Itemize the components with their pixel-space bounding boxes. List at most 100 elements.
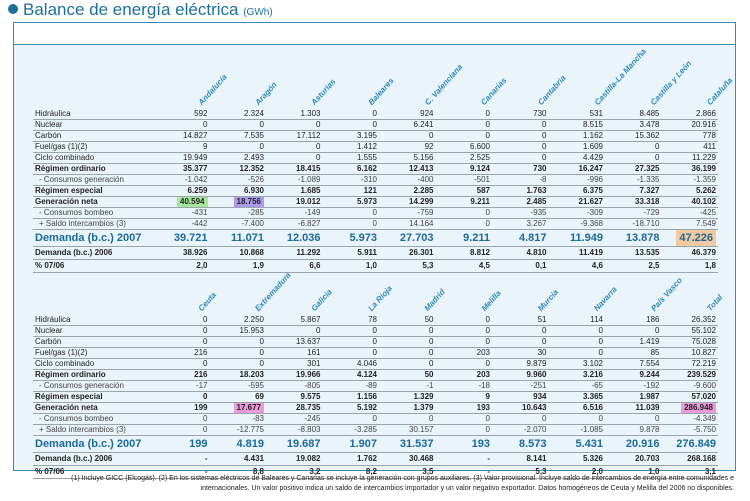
table-cell: 0 [266, 141, 323, 153]
table-cell: 6.930 [209, 185, 266, 197]
table-cell: 2.493 [209, 152, 266, 164]
table-cell: 72.219 [661, 358, 718, 370]
table-cell: -192 [605, 380, 662, 392]
table-cell: 9.960 [492, 369, 549, 381]
table-cell: 75.028 [661, 336, 718, 348]
table-cell: 1.555 [322, 152, 379, 164]
table-cell: -9.600 [661, 380, 718, 392]
table-cell: -251 [492, 380, 549, 392]
row-label: Nuclear [33, 325, 153, 337]
table-cell: 778 [661, 130, 718, 142]
table-cell: -12.775 [209, 424, 266, 436]
table-row: Hidráulica 592 2.324 1.303 0 924 0 730 531 8.485 2… [33, 109, 718, 120]
table-row: Generación neta 40.594 18.756 19.012 5.973 14… [33, 196, 718, 208]
row-label: - Consumos generación [33, 380, 153, 392]
column-header: Melilla [436, 255, 502, 315]
table-cell: 5.973 [322, 229, 379, 247]
table-cell: 924 [379, 109, 436, 120]
table-cell: 730 [492, 109, 549, 120]
table-cell: 0 [153, 336, 210, 348]
table-cell: 0 [322, 109, 379, 120]
table-cell: 1.162 [548, 130, 605, 142]
table-cell: 20.916 [661, 119, 718, 131]
table-cell: -2.070 [492, 424, 549, 436]
table-cell: 47.226 [661, 229, 718, 247]
table-cell: 18.415 [266, 163, 323, 175]
column-header: Galicia [266, 255, 334, 315]
table-cell: 51 [492, 315, 549, 326]
table-row: Régimen ordinario 35.377 12.352 18.415 6.162… [33, 163, 718, 175]
column-header: Castilla y León [605, 49, 693, 109]
table-cell: 57.020 [661, 391, 718, 403]
table-cell: -1.359 [661, 174, 718, 186]
table-cell: 14.299 [379, 196, 436, 208]
table-cell: 20.703 [605, 452, 662, 466]
table-cell: -89 [322, 380, 379, 392]
table-cell: 3.216 [548, 369, 605, 381]
table-cell: 7.535 [209, 130, 266, 142]
table-cell: 40.594 [153, 196, 210, 208]
table-cell: -1.089 [266, 174, 323, 186]
table-cell: 0 [435, 119, 492, 131]
table-cell: -5.750 [661, 424, 718, 436]
table-cell: 1,8 [661, 259, 718, 273]
table-cell: 0 [548, 336, 605, 348]
table-cell: 1,0 [605, 465, 662, 479]
table-cell: 3.195 [322, 130, 379, 142]
table-cell: - [435, 465, 492, 479]
table-cell: 0 [435, 413, 492, 425]
table-cell: -526 [209, 174, 266, 186]
table-row: Régimen especial 0 69 9.575 1.156 1.329 9 934 3.… [33, 391, 718, 403]
table-cell: 0 [209, 347, 266, 359]
table-cell: 0 [548, 347, 605, 359]
table-cell: 8.812 [435, 246, 492, 260]
row-label: - Consumos generación [33, 174, 153, 186]
column-header: Cataluña [662, 49, 734, 109]
table-cell: 14.164 [379, 218, 436, 230]
table-cell: 14.827 [153, 130, 210, 142]
table-cell: 2.324 [209, 109, 266, 120]
table-cell: 5,3 [379, 259, 436, 273]
table-cell: 9.878 [605, 424, 662, 436]
table-cell: 0 [153, 119, 210, 131]
table-row: - Consumos generación -1.042 -526 -1.089 -31… [33, 174, 718, 186]
table-cell: 0 [492, 336, 549, 348]
table-cell: 531 [548, 109, 605, 120]
table-cell: 6.600 [435, 141, 492, 153]
table-cell: 6,6 [266, 259, 323, 273]
table-cell: 0 [548, 325, 605, 337]
column-header: Ceuta [153, 255, 219, 315]
row-label: + Saldo intercambios (3) [33, 218, 153, 230]
table-cell: 16.247 [548, 163, 605, 175]
table-cell: 199 [153, 402, 210, 414]
row-label: Ciclo combinado [33, 152, 153, 164]
table-cell: 55.102 [661, 325, 718, 337]
table-cell: 36.199 [661, 163, 718, 175]
table-cell: 0 [379, 413, 436, 425]
table-cell: 19.949 [153, 152, 210, 164]
column-header: Madrid [379, 255, 447, 315]
table-cell: 411 [661, 141, 718, 153]
table-cell: 0 [492, 130, 549, 142]
table-cell: 1,0 [322, 259, 379, 273]
row-label: Generación neta [33, 196, 153, 208]
table-cell: 0 [492, 152, 549, 164]
table-cell: 40.102 [661, 196, 718, 208]
table-cell: -431 [153, 207, 210, 219]
table-cell: 11.292 [266, 246, 323, 260]
table-cell: 11.419 [548, 246, 605, 260]
table-cell: 193 [435, 402, 492, 414]
table-cell: 8.573 [492, 435, 549, 453]
row-label: Ciclo combinado [33, 358, 153, 370]
table-cell: 9.124 [435, 163, 492, 175]
table-row: Hidráulica 0 2.250 5.867 78 50 0 51 114 186 26.352 [33, 315, 718, 326]
table-cell: 2.285 [379, 185, 436, 197]
table-cell: 3.102 [548, 358, 605, 370]
highlighted-value: 47.226 [676, 230, 716, 246]
column-header: Extremadura [210, 255, 292, 315]
table-cell: 0 [605, 141, 662, 153]
footnote-line-2: internacionales. Un valor positivo indic… [200, 485, 734, 492]
table-cell: 121 [322, 185, 379, 197]
table-cell: 27.703 [379, 229, 436, 247]
table-cell: 5.431 [548, 435, 605, 453]
